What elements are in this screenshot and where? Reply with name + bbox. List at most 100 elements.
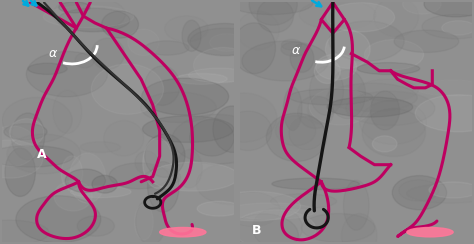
Ellipse shape bbox=[92, 175, 118, 193]
Ellipse shape bbox=[149, 162, 239, 191]
Ellipse shape bbox=[225, 111, 272, 151]
Ellipse shape bbox=[28, 63, 67, 74]
Ellipse shape bbox=[210, 34, 244, 51]
Ellipse shape bbox=[53, 0, 125, 32]
Ellipse shape bbox=[142, 78, 228, 115]
Ellipse shape bbox=[308, 97, 334, 124]
Ellipse shape bbox=[197, 201, 241, 216]
Ellipse shape bbox=[424, 0, 474, 17]
Ellipse shape bbox=[233, 23, 275, 74]
Ellipse shape bbox=[75, 53, 94, 68]
Ellipse shape bbox=[282, 39, 301, 50]
Ellipse shape bbox=[341, 214, 377, 244]
Ellipse shape bbox=[415, 95, 474, 132]
Ellipse shape bbox=[160, 227, 206, 237]
Ellipse shape bbox=[188, 23, 262, 56]
Ellipse shape bbox=[329, 70, 365, 119]
Ellipse shape bbox=[229, 0, 313, 15]
Ellipse shape bbox=[128, 29, 159, 55]
Ellipse shape bbox=[4, 124, 47, 140]
Ellipse shape bbox=[65, 169, 106, 193]
Ellipse shape bbox=[211, 93, 277, 142]
Ellipse shape bbox=[196, 163, 264, 204]
Ellipse shape bbox=[249, 0, 297, 25]
Ellipse shape bbox=[237, 11, 279, 50]
Ellipse shape bbox=[289, 116, 325, 150]
Ellipse shape bbox=[176, 150, 202, 188]
Ellipse shape bbox=[257, 0, 293, 33]
Ellipse shape bbox=[329, 21, 404, 61]
Ellipse shape bbox=[326, 30, 370, 68]
Ellipse shape bbox=[182, 20, 201, 51]
Ellipse shape bbox=[69, 153, 106, 203]
Ellipse shape bbox=[407, 227, 453, 237]
Ellipse shape bbox=[346, 91, 435, 125]
Ellipse shape bbox=[253, 208, 302, 244]
Ellipse shape bbox=[26, 51, 108, 97]
Ellipse shape bbox=[0, 140, 43, 178]
Ellipse shape bbox=[370, 91, 400, 130]
Ellipse shape bbox=[290, 44, 314, 72]
Ellipse shape bbox=[344, 180, 369, 230]
Ellipse shape bbox=[80, 142, 120, 152]
Ellipse shape bbox=[143, 138, 173, 188]
Ellipse shape bbox=[327, 3, 395, 32]
Ellipse shape bbox=[314, 59, 340, 83]
Ellipse shape bbox=[59, 2, 90, 13]
Ellipse shape bbox=[135, 151, 158, 174]
Ellipse shape bbox=[145, 134, 185, 177]
Ellipse shape bbox=[271, 194, 337, 208]
Ellipse shape bbox=[91, 38, 125, 70]
Ellipse shape bbox=[91, 64, 164, 114]
Ellipse shape bbox=[327, 83, 417, 111]
Ellipse shape bbox=[58, 8, 130, 32]
Ellipse shape bbox=[272, 178, 359, 190]
Ellipse shape bbox=[422, 14, 474, 39]
Ellipse shape bbox=[11, 113, 45, 160]
Ellipse shape bbox=[134, 204, 153, 240]
Ellipse shape bbox=[61, 156, 82, 191]
Ellipse shape bbox=[143, 116, 234, 142]
Ellipse shape bbox=[301, 214, 375, 242]
Ellipse shape bbox=[9, 119, 44, 146]
Ellipse shape bbox=[374, 0, 419, 37]
Ellipse shape bbox=[77, 216, 114, 236]
Ellipse shape bbox=[145, 66, 180, 105]
Ellipse shape bbox=[442, 21, 474, 35]
Ellipse shape bbox=[372, 136, 397, 152]
Text: α: α bbox=[291, 44, 300, 57]
Ellipse shape bbox=[54, 181, 92, 211]
Ellipse shape bbox=[394, 30, 459, 52]
Text: A: A bbox=[37, 148, 47, 161]
Ellipse shape bbox=[357, 63, 420, 74]
Ellipse shape bbox=[429, 182, 474, 198]
Ellipse shape bbox=[402, 0, 441, 14]
Ellipse shape bbox=[2, 97, 72, 143]
Ellipse shape bbox=[226, 203, 316, 219]
Ellipse shape bbox=[283, 87, 302, 130]
Ellipse shape bbox=[392, 176, 447, 210]
Ellipse shape bbox=[190, 28, 260, 55]
Ellipse shape bbox=[145, 41, 189, 55]
Ellipse shape bbox=[5, 148, 36, 196]
Ellipse shape bbox=[101, 11, 138, 38]
Ellipse shape bbox=[104, 121, 144, 156]
Ellipse shape bbox=[309, 88, 371, 125]
Ellipse shape bbox=[109, 163, 169, 189]
Ellipse shape bbox=[172, 114, 262, 164]
Ellipse shape bbox=[365, 40, 424, 70]
Ellipse shape bbox=[144, 169, 181, 186]
Ellipse shape bbox=[298, 96, 334, 129]
Ellipse shape bbox=[189, 68, 249, 82]
Ellipse shape bbox=[316, 54, 356, 80]
Ellipse shape bbox=[299, 0, 376, 30]
Ellipse shape bbox=[53, 90, 82, 133]
Ellipse shape bbox=[71, 186, 131, 198]
Ellipse shape bbox=[16, 196, 101, 243]
Ellipse shape bbox=[358, 79, 419, 101]
Ellipse shape bbox=[399, 180, 438, 201]
Ellipse shape bbox=[228, 214, 299, 244]
Ellipse shape bbox=[233, 210, 316, 244]
Ellipse shape bbox=[327, 97, 413, 117]
Ellipse shape bbox=[416, 80, 474, 96]
